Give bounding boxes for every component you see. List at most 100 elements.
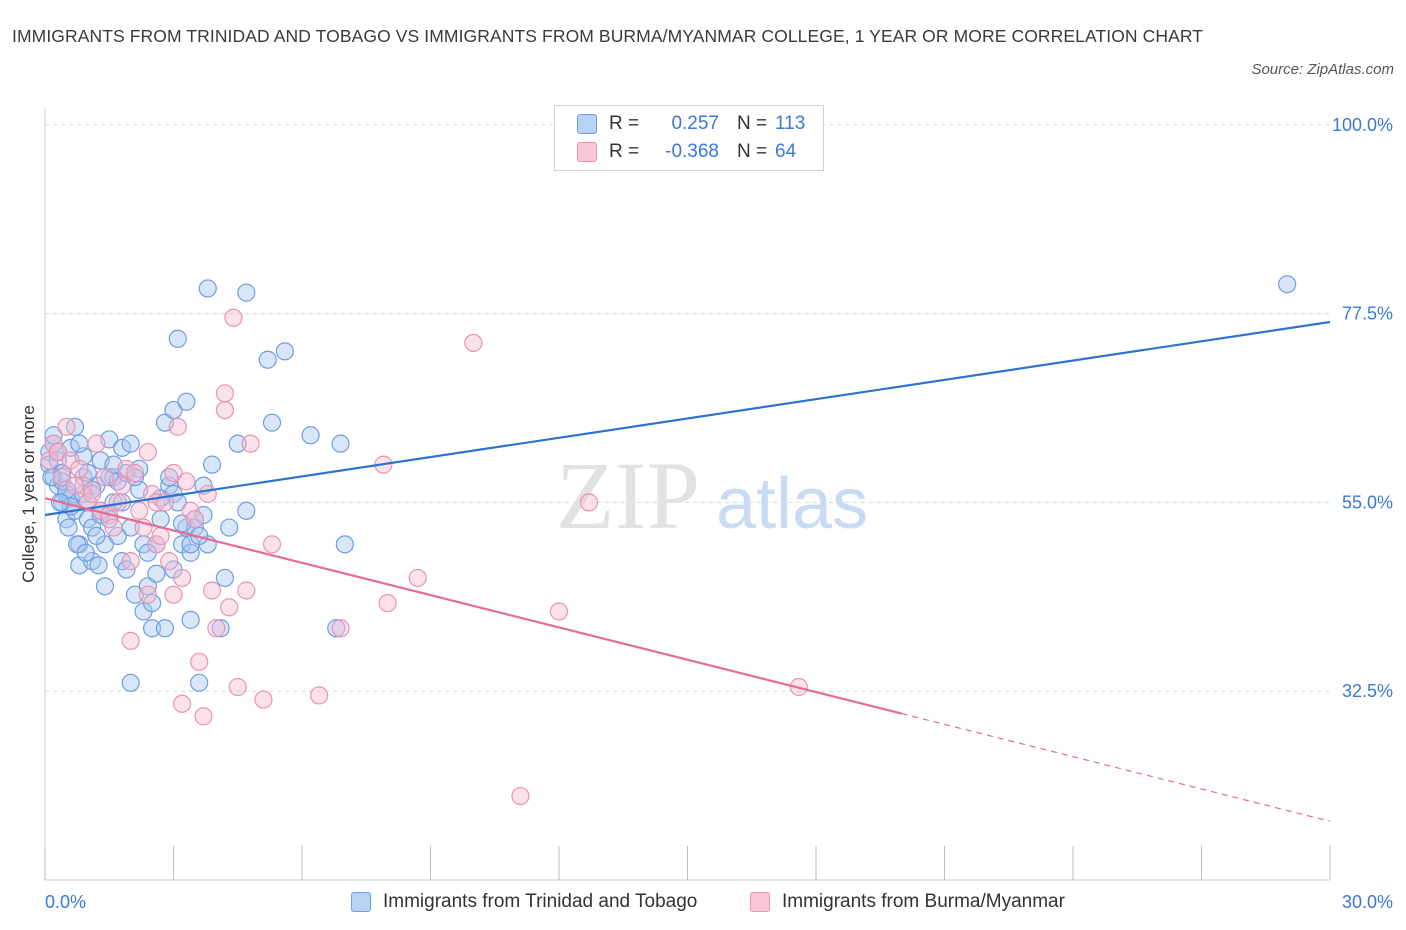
legend-r-value: -0.368 <box>665 141 719 162</box>
blue-data-point <box>117 560 136 579</box>
blue-data-point <box>335 535 354 554</box>
pink-data-point <box>44 434 63 453</box>
pink-data-point <box>57 417 76 436</box>
watermark-zip: ZIP <box>556 442 700 549</box>
pink-data-point <box>151 526 170 546</box>
pink-data-point <box>224 308 243 327</box>
pink-data-point <box>104 518 123 537</box>
pink-trend-line <box>44 497 902 715</box>
blue-data-point <box>237 283 256 302</box>
legend-swatch-blue <box>577 114 597 134</box>
blue-data-point <box>301 426 320 445</box>
legend-swatch-pink <box>577 142 597 162</box>
pink-data-point <box>254 690 273 709</box>
bottom-legend-label: Immigrants from Trinidad and Tobago <box>383 891 698 912</box>
blue-data-point <box>142 619 162 638</box>
pink-data-point <box>70 459 89 478</box>
pink-data-point <box>378 593 397 613</box>
bottom-legend-trinidad: Immigrants from Trinidad and Tobago <box>351 889 697 915</box>
pink-data-point <box>181 501 200 520</box>
blue-data-point <box>121 673 140 692</box>
blue-data-point <box>168 493 187 512</box>
blue-data-point <box>83 518 102 537</box>
legend-n-value: 64 <box>775 141 797 162</box>
pink-data-point <box>87 434 106 453</box>
pink-data-point <box>147 535 166 554</box>
blue-data-point <box>147 564 166 583</box>
blue-data-point <box>262 413 282 432</box>
legend-n-label: N = <box>737 113 768 134</box>
legend-r-label: R = <box>609 141 640 162</box>
blue-data-point <box>125 585 145 604</box>
y-axis-title: College, 1 year or more <box>19 405 38 583</box>
y-tick-label: 55.0% <box>1342 492 1393 512</box>
pink-data-point <box>78 493 97 512</box>
blue-data-point <box>181 610 200 629</box>
pink-data-point <box>220 598 239 617</box>
legend-n-label: N = <box>737 141 768 162</box>
blue-data-point <box>76 543 95 562</box>
pink-data-point <box>202 581 222 600</box>
y-tick-label: 32.5% <box>1342 681 1393 701</box>
pink-data-point <box>511 786 530 806</box>
blue-data-point <box>190 673 209 692</box>
blue-data-point <box>258 350 277 369</box>
blue-data-point <box>331 434 350 453</box>
pink-data-point <box>83 484 102 504</box>
pink-data-point <box>579 493 599 512</box>
pink-data-point <box>168 417 187 436</box>
blue-data-point <box>112 438 132 457</box>
pink-data-point <box>262 535 282 554</box>
correlation-legend: R = 0.257 N = 113 R = -0.368 N = 64 <box>554 105 824 171</box>
y-tick-label: 77.5% <box>1342 304 1393 324</box>
pink-data-point <box>125 463 145 483</box>
blue-data-point <box>198 279 217 298</box>
pink-data-point <box>48 442 67 462</box>
blue-data-point <box>142 593 162 613</box>
blue-data-point <box>164 400 183 420</box>
pink-data-point <box>237 581 256 600</box>
pink-data-point <box>138 585 157 604</box>
legend-n-value: 113 <box>775 113 806 134</box>
pink-data-point <box>215 384 234 403</box>
blue-data-point <box>177 392 196 411</box>
blue-data-point <box>121 434 140 453</box>
pink-data-point <box>215 400 234 420</box>
pink-data-point <box>121 631 140 650</box>
pink-data-point <box>121 552 140 571</box>
blue-data-point <box>327 619 346 638</box>
blue-data-point <box>155 619 175 638</box>
legend-r-value: 0.257 <box>671 113 719 134</box>
source-label: Source: ZipAtlas.com <box>1251 61 1394 78</box>
pink-data-point <box>95 468 115 487</box>
pink-data-point <box>185 510 205 529</box>
blue-data-point <box>215 568 234 588</box>
bottom-legend-swatch-pink <box>750 892 770 912</box>
legend-row-trinidad: R = 0.257 N = 113 <box>577 110 805 138</box>
pink-data-point <box>172 568 192 588</box>
pink-data-point <box>198 484 217 504</box>
pink-data-point <box>228 677 247 697</box>
blue-data-point <box>211 619 230 638</box>
pink-data-point <box>241 434 260 453</box>
blue-data-point <box>168 329 187 348</box>
pink-data-point <box>408 568 427 588</box>
pink-data-point <box>190 652 209 671</box>
x-tick-label: 30.0% <box>1342 892 1393 912</box>
points-layer <box>40 275 1297 806</box>
watermark-atlas: atlas <box>716 464 868 544</box>
blue-data-point <box>87 526 106 546</box>
pink-data-point <box>207 619 226 638</box>
pink-data-point <box>164 585 183 604</box>
blue-trend-line <box>44 320 1331 517</box>
watermark: ZIP atlas <box>556 442 868 549</box>
pink-data-point <box>112 476 132 495</box>
blue-data-point <box>70 434 89 453</box>
pink-data-point <box>160 552 179 571</box>
blue-data-point <box>275 342 294 361</box>
pink-data-point <box>65 476 85 495</box>
bottom-legend-swatch-blue <box>351 892 371 912</box>
pink-data-point <box>549 602 569 621</box>
blue-data-point <box>202 455 222 474</box>
